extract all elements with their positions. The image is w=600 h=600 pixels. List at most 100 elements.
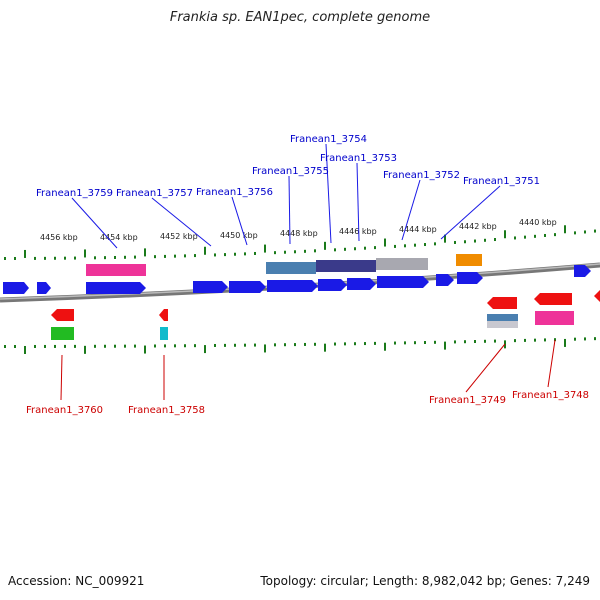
forward-gene[interactable] — [229, 281, 266, 293]
tick-mark — [144, 345, 146, 354]
feature-blue-gray-lower[interactable] — [487, 321, 518, 328]
gene-label[interactable]: Franean1_3757 — [116, 188, 193, 199]
tick-mark — [94, 256, 96, 260]
feature-magenta[interactable] — [535, 311, 574, 325]
tick-mark — [164, 344, 166, 348]
forward-gene[interactable] — [574, 265, 591, 277]
feature-purple[interactable] — [316, 260, 376, 272]
tick-mark — [464, 340, 466, 344]
tick-mark — [264, 344, 266, 353]
tick-mark — [404, 341, 406, 345]
gene-label[interactable]: Franean1_3759 — [36, 188, 113, 199]
tick-mark — [344, 247, 346, 251]
tick-mark — [14, 344, 16, 348]
tick-mark — [154, 344, 156, 348]
tick-mark — [514, 339, 516, 343]
forward-gene[interactable] — [436, 274, 454, 286]
reverse-gene[interactable] — [487, 297, 517, 309]
tick-mark — [34, 256, 36, 260]
gene-label[interactable]: Franean1_3760 — [26, 405, 103, 416]
tick-mark — [264, 244, 266, 253]
feature-pink[interactable] — [86, 264, 146, 276]
tick-mark — [294, 250, 296, 254]
tick-mark — [204, 345, 206, 354]
gene-label[interactable]: Franean1_3748 — [512, 390, 589, 401]
reverse-gene[interactable] — [51, 309, 74, 321]
tick-mark — [384, 342, 386, 351]
tick-mark — [134, 344, 136, 348]
tick-mark — [414, 243, 416, 247]
tick-mark — [314, 249, 316, 253]
tick-mark — [234, 252, 236, 256]
topology-text: Topology: circular; Length: 8,982,042 bp… — [260, 574, 590, 588]
scale-label: 4446 kbp — [339, 227, 377, 236]
tick-mark — [64, 256, 66, 260]
tick-mark — [74, 344, 76, 348]
tick-mark — [324, 241, 326, 250]
tick-mark — [214, 343, 216, 347]
tick-mark — [244, 252, 246, 256]
tick-mark — [74, 256, 76, 260]
feature-steelblue[interactable] — [266, 262, 316, 274]
scale-label: 4440 kbp — [519, 218, 557, 227]
tick-mark — [354, 342, 356, 346]
feature-gray[interactable] — [376, 258, 428, 270]
tick-mark — [424, 243, 426, 247]
reverse-gene[interactable] — [534, 293, 572, 305]
gene-label[interactable]: Franean1_3755 — [252, 166, 329, 177]
forward-gene[interactable] — [3, 282, 29, 294]
forward-genes — [3, 265, 591, 294]
tick-mark — [224, 343, 226, 347]
reverse-gene[interactable] — [159, 309, 168, 321]
tick-mark — [194, 344, 196, 348]
forward-gene[interactable] — [457, 272, 483, 284]
tick-mark — [184, 254, 186, 258]
forward-gene[interactable] — [86, 282, 146, 294]
tick-mark — [144, 248, 146, 257]
tick-mark — [284, 250, 286, 254]
tick-mark — [254, 343, 256, 347]
gene-label[interactable]: Franean1_3752 — [383, 170, 460, 181]
tick-mark — [234, 343, 236, 347]
tick-mark — [174, 344, 176, 348]
scale-label: 4454 kbp — [100, 233, 138, 242]
tick-mark — [54, 344, 56, 348]
gene-label[interactable]: Franean1_3754 — [290, 134, 367, 145]
forward-gene[interactable] — [318, 279, 347, 291]
forward-gene[interactable] — [267, 280, 318, 292]
reverse-gene[interactable] — [594, 290, 600, 302]
scale-labels: 4456 kbp 4454 kbp 4452 kbp 4450 kbp 4448… — [40, 218, 557, 242]
tick-mark — [44, 256, 46, 260]
feature-cyan[interactable] — [160, 327, 168, 340]
tick-mark — [434, 340, 436, 344]
tick-mark — [454, 340, 456, 344]
gene-label[interactable]: Franean1_3758 — [128, 405, 205, 416]
tick-mark — [64, 344, 66, 348]
feature-green[interactable] — [51, 327, 74, 340]
tick-mark — [404, 244, 406, 248]
gene-label[interactable]: Franean1_3756 — [196, 187, 273, 198]
scale-label: 4444 kbp — [399, 225, 437, 234]
tick-mark — [474, 340, 476, 344]
tick-mark — [334, 342, 336, 346]
gene-label[interactable]: Franean1_3751 — [463, 176, 540, 187]
tick-mark — [514, 236, 516, 240]
gene-label[interactable]: Franean1_3753 — [320, 153, 397, 164]
forward-gene[interactable] — [377, 276, 429, 288]
tick-mark — [424, 341, 426, 345]
tick-mark — [584, 230, 586, 234]
tick-mark — [94, 344, 96, 348]
forward-gene[interactable] — [347, 278, 376, 290]
tick-mark — [294, 343, 296, 347]
reverse-label-lines — [60, 339, 556, 401]
gene-label[interactable]: Franean1_3749 — [429, 395, 506, 406]
forward-gene[interactable] — [37, 282, 51, 294]
feature-orange[interactable] — [456, 254, 482, 266]
scale-label: 4450 kbp — [220, 231, 258, 240]
tick-mark — [554, 233, 556, 237]
tick-mark — [594, 337, 596, 341]
forward-gene[interactable] — [193, 281, 228, 293]
tick-mark — [454, 240, 456, 244]
lower-tick-track — [4, 337, 596, 354]
